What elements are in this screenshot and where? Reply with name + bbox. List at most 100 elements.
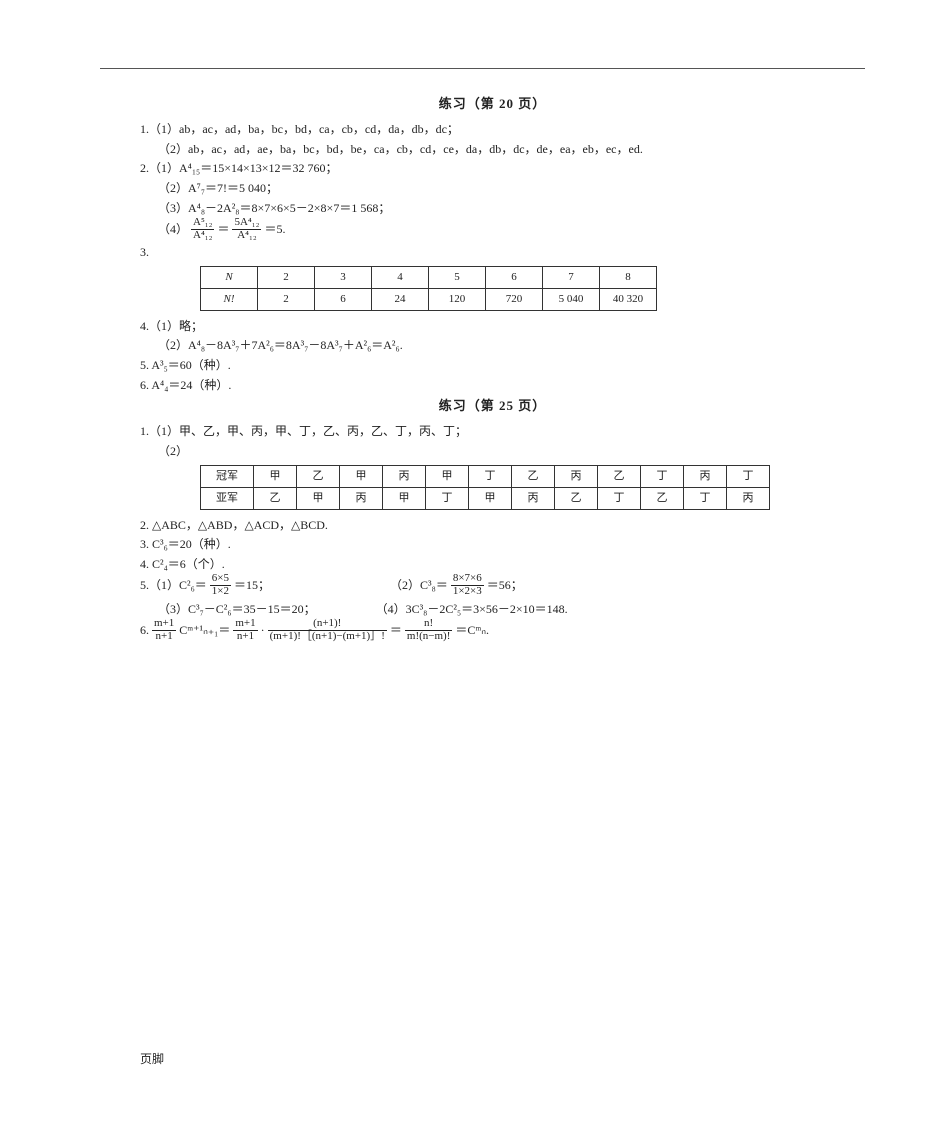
- cell: 丙: [383, 465, 426, 487]
- cell: 2: [258, 288, 315, 310]
- frac-num: n!: [405, 618, 452, 631]
- q2-3: （3）A⁴₈－2A²₈＝8×7×6×5－2×8×7＝1 568；: [158, 199, 845, 218]
- cell: 甲: [254, 465, 297, 487]
- champion-table: 冠军 甲 乙 甲 丙 甲 丁 乙 丙 乙 丁 丙 丁 亚军 乙 甲 丙 甲 丁: [200, 465, 770, 510]
- frac-num: 5A⁴₁₂: [232, 217, 261, 230]
- cell: 乙: [598, 465, 641, 487]
- cell: 8: [600, 266, 657, 288]
- frac-den: m!(n−m)!: [405, 631, 452, 643]
- cell: 120: [429, 288, 486, 310]
- cell: 丁: [469, 465, 512, 487]
- frac-num: m+1: [152, 618, 176, 631]
- frac: n! m!(n−m)!: [405, 618, 452, 642]
- cell: 40 320: [600, 288, 657, 310]
- cell: 亚军: [201, 487, 254, 509]
- cell: 甲: [383, 487, 426, 509]
- q4-1: 4.（1）略；: [140, 317, 845, 336]
- frac-den: 1×2×3: [451, 586, 484, 598]
- cell: 乙: [641, 487, 684, 509]
- factorial-table: N 2 3 4 5 6 7 8 N! 2 6 24 120 720 5 040 …: [200, 266, 657, 311]
- cell: 丁: [598, 487, 641, 509]
- s25-q5-row2: （3）C³₇－C²₆＝35－15＝20； （4）3C³₈－2C²₅＝3×56－2…: [140, 600, 845, 619]
- cell: 丙: [340, 487, 383, 509]
- cell: 乙: [297, 465, 340, 487]
- q2-1: 2.（1）A⁴₁₅＝15×14×13×12＝32 760；: [140, 159, 845, 178]
- s25-q5-2: （2）C³₈＝ 8×7×6 1×2×3 ＝56；: [390, 574, 523, 598]
- cell: 甲: [426, 465, 469, 487]
- frac-den: n+1: [233, 631, 257, 643]
- cell: 24: [372, 288, 429, 310]
- cell: 丁: [727, 465, 770, 487]
- cell: 丁: [641, 465, 684, 487]
- frac-den: A⁴₁₂: [191, 230, 214, 242]
- eq: ＝: [217, 222, 229, 236]
- frac: 6×5 1×2: [210, 573, 231, 597]
- text: （2）C³₈＝: [390, 578, 448, 592]
- spacer: [270, 574, 390, 598]
- text: 6.: [140, 623, 152, 637]
- s25-q2: 2. △ABC，△ABD，△ACD，△BCD.: [140, 516, 845, 535]
- cell: 丙: [727, 487, 770, 509]
- frac-num: A⁵₁₂: [191, 217, 214, 230]
- frac-den: n+1: [152, 631, 176, 643]
- cell: 丙: [684, 465, 727, 487]
- q2-4-end: ＝5.: [264, 222, 285, 236]
- q5: 5. A³₅＝60（种）.: [140, 356, 845, 375]
- text: ＝15；: [234, 578, 270, 592]
- q6: 6. A⁴₄＝24（种）.: [140, 376, 845, 395]
- cell: 丁: [426, 487, 469, 509]
- cell: 6: [486, 266, 543, 288]
- frac-den: A⁴₁₂: [232, 230, 261, 242]
- s25-q6: 6. m+1 n+1 Cᵐ⁺¹ₙ₊₁＝ m+1 n+1 · (n+1)! (m+…: [140, 619, 845, 643]
- q1-1: 1.（1）ab，ac，ad，ba，bc，bd，ca，cb，cd，da，db，dc…: [140, 120, 845, 139]
- q2-4-frac1: A⁵₁₂ A⁴₁₂: [191, 217, 214, 241]
- frac-num: (n+1)!: [268, 618, 387, 631]
- q1-2: （2）ab，ac，ad，ae，ba，bc，bd，be，ca，cb，cd，ce，d…: [158, 140, 845, 159]
- table-row: N 2 3 4 5 6 7 8: [201, 266, 657, 288]
- cell: 720: [486, 288, 543, 310]
- page-footer: 页脚: [140, 1050, 164, 1067]
- q2-2: （2）A⁷₇＝7!＝5 040；: [158, 179, 845, 198]
- frac: (n+1)! (m+1)!［(n+1)−(m+1)］!: [268, 618, 387, 642]
- table-row: 冠军 甲 乙 甲 丙 甲 丁 乙 丙 乙 丁 丙 丁: [201, 465, 770, 487]
- q2-4-label: （4）: [158, 222, 188, 236]
- s25-q1-1: 1.（1）甲、乙，甲、丙，甲、丁，乙、丙，乙、丁，丙、丁；: [140, 422, 845, 441]
- frac: m+1 n+1: [233, 618, 257, 642]
- cell: 丙: [512, 487, 555, 509]
- section25-title: 练习（第 25 页）: [140, 396, 845, 416]
- q2-4: （4） A⁵₁₂ A⁴₁₂ ＝ 5A⁴₁₂ A⁴₁₂ ＝5.: [158, 218, 845, 242]
- cell: 甲: [469, 487, 512, 509]
- cell: N!: [201, 288, 258, 310]
- cell: 7: [543, 266, 600, 288]
- cell: 乙: [254, 487, 297, 509]
- cell: 2: [258, 266, 315, 288]
- q4-2: （2）A⁴₈－8A³₇＋7A²₆＝8A³₇－8A³₇＋A²₆＝A²₆.: [158, 336, 845, 355]
- cell: 乙: [555, 487, 598, 509]
- s25-q5-1: 5.（1）C²₆＝ 6×5 1×2 ＝15；: [140, 574, 270, 598]
- q2-4-frac2: 5A⁴₁₂ A⁴₁₂: [232, 217, 261, 241]
- cell: 6: [315, 288, 372, 310]
- top-rule: [100, 68, 865, 69]
- cell: 丁: [684, 487, 727, 509]
- frac: 8×7×6 1×2×3: [451, 573, 484, 597]
- content: 练习（第 20 页） 1.（1）ab，ac，ad，ba，bc，bd，ca，cb，…: [140, 92, 845, 644]
- frac-den: 1×2: [210, 586, 231, 598]
- text: ＝Cᵐₙ.: [455, 623, 489, 637]
- text: ·: [261, 623, 265, 637]
- text: ＝: [390, 623, 402, 637]
- s25-q4: 4. C²₄＝6（个）.: [140, 555, 845, 574]
- frac: m+1 n+1: [152, 618, 176, 642]
- text: 5.（1）C²₆＝: [140, 578, 207, 592]
- cell: 5 040: [543, 288, 600, 310]
- cell: 4: [372, 266, 429, 288]
- s25-q5-4: （4）3C³₈－2C²₅＝3×56－2×10＝148.: [376, 600, 568, 619]
- spacer: [316, 600, 376, 619]
- section20-title: 练习（第 20 页）: [140, 94, 845, 114]
- q3-label: 3.: [140, 243, 845, 262]
- cell: 乙: [512, 465, 555, 487]
- table-row: N! 2 6 24 120 720 5 040 40 320: [201, 288, 657, 310]
- frac-num: m+1: [233, 618, 257, 631]
- cell: 甲: [340, 465, 383, 487]
- cell: 3: [315, 266, 372, 288]
- cell: 丙: [555, 465, 598, 487]
